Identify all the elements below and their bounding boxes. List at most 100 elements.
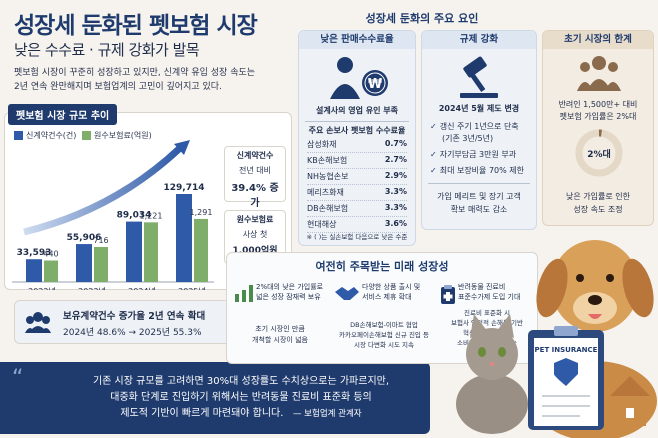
commission-note: ※ ( )는 실손보험 다음으로 낮은 수준: [306, 233, 408, 241]
future-item-3-a: 반려동물 진료비: [458, 283, 506, 291]
future-heading: 여전히 주목받는 미래 성장성: [315, 260, 449, 273]
quote-source: — 보험업계 관계자: [292, 409, 362, 419]
regulation-divider: [428, 183, 530, 184]
chart-tag: 펫보험 시장 규모 추이: [8, 104, 118, 125]
early-market-footer-2: 성장 속도 조정: [573, 205, 623, 214]
factors-heading: 성장세 둔화의 주요 요인: [365, 12, 479, 25]
quote-text: 기존 시장 규모를 고려하면 30%대 성장률도 수치상으로는 가파르지만, 대…: [56, 374, 426, 422]
retention-title: 보유계약건수 증가율 2년 연속 확대: [63, 311, 206, 322]
panel-regulation: 규제 강화 2024년 5월 제도 변경 ✓ 갱신 주기 1년으로 단축 (기존 …: [421, 30, 537, 230]
regulation-date: 2024년 5월 제도 변경: [438, 104, 520, 113]
new-contract-title: 신계약건수: [236, 151, 274, 160]
cat-eye-right: [498, 347, 506, 357]
bar-premium-label-3: 1,291: [190, 208, 213, 217]
commission-company: 현대해상: [307, 220, 337, 229]
bar-contracts-label-2: 89,034: [117, 211, 152, 221]
future-item-2-c: DB손해보험-이마트 협업: [350, 321, 418, 329]
bar-premium-0: [44, 260, 58, 282]
regulation-item-3-text: 최대 보장비율 70% 제한: [439, 166, 524, 175]
regulation-item-1-note: (기존 3년/5년): [442, 134, 494, 143]
people-icon: [25, 311, 51, 337]
intro-line-1: 펫보험 시장이 꾸준히 성장하고 있지만, 신계약 유입 성장 속도는: [14, 68, 256, 78]
panel-commission: 낮은 판매수수료율 ₩ 설계사의 영업 유인 부족 주요 손보사 펫보험 수수료…: [298, 30, 416, 246]
clipboard-icon: [441, 285, 455, 304]
regulation-item-3: ✓ 최대 보장비율 70% 제한: [430, 166, 524, 175]
dog-muzzle: [573, 292, 617, 324]
bar-contracts-label-3: 129,714: [164, 183, 205, 193]
regulation-item-1-text: 갱신 주기 1년으로 단축: [439, 122, 519, 131]
legend-label-1: 신계약건수(건): [26, 131, 77, 140]
regulation-item-2: ✓ 자기부담금 3만원 부과: [430, 150, 517, 159]
early-market-line-1: 반려인 1,500만+ 대비: [558, 100, 638, 109]
quote-open-icon: “: [12, 366, 24, 391]
legend-swatch-1: [14, 131, 23, 140]
legend-item-1: 신계약건수(건): [14, 130, 76, 141]
premium-line: 사상 첫: [242, 230, 268, 239]
legend-label-2: 원수보험료(억원): [94, 131, 152, 140]
regulation-item-1: ✓ 갱신 주기 1년으로 단축: [430, 122, 519, 131]
panel-early-market-head: 초기 시장의 한계: [543, 31, 653, 49]
commission-rate: 3.6%: [384, 219, 407, 228]
commission-row-2: NH농협손보 2.9%: [307, 169, 407, 185]
future-item-3-head: 반려동물 진료비 표준수가제 도입 기대: [458, 282, 520, 302]
legend-item-2: 원수보험료(억원): [82, 130, 152, 141]
bar-contracts-2: [126, 221, 142, 282]
intro-line-2: 2년 연속 완만해지며 보험업계의 고민이 깊어지고 있다.: [14, 82, 222, 92]
retention-line: 2024년 48.6% → 2025년 55.3%: [63, 328, 202, 338]
commission-row-0: 삼성화재 0.7%: [307, 137, 407, 153]
dog-head: [551, 240, 639, 332]
quote-box: “ 기존 시장 규모를 고려하면 30%대 성장률도 수치상으로는 가파르지만,…: [0, 362, 430, 434]
bar-premium-2: [144, 222, 158, 282]
premium-title: 원수보험료: [236, 215, 274, 224]
donut-label: 2%대: [587, 150, 611, 160]
cat-ear-right: [496, 314, 514, 338]
future-item-1-d: 개척할 시장이 넓음: [252, 336, 308, 344]
cat-body: [456, 374, 528, 434]
commission-caption: 설계사의 영업 유인 부족: [316, 106, 398, 115]
commission-rate: 0.7%: [384, 139, 407, 148]
gavel-icon: [460, 56, 498, 98]
commission-table: 삼성화재 0.7% KB손해보험 2.7% NH농협손보 2.9% 메리츠화재 3.3% DB손…: [307, 137, 407, 233]
dog-ear-right: [622, 258, 654, 318]
future-item-3-d: 보험사 안정적 손해율 기반: [451, 319, 523, 327]
dog-eye-left: [576, 274, 584, 282]
donut-arc: [575, 129, 623, 177]
bar-contracts-1: [76, 244, 92, 282]
future-item-3-b: 표준수가제 도입 기대: [458, 293, 521, 301]
commission-company: 메리츠화재: [307, 188, 344, 197]
panel-commission-head: 낮은 판매수수료율: [299, 31, 415, 49]
new-contract-line: 전년 대비: [239, 166, 271, 175]
bar-contracts-3: [176, 193, 192, 282]
handshake-icon: [335, 287, 359, 300]
new-contract-value: 39.4% 증가: [231, 183, 279, 209]
regulation-footer-2: 확보 매력도 감소: [450, 205, 508, 214]
regulation-footer-1: 가입 메리트 및 장기 고객: [437, 192, 521, 201]
future-item-1-a: 2%대의 낮은 가입률로: [256, 283, 324, 291]
future-item-1-b: 넓은 성장 잠재력 보유: [256, 293, 321, 301]
commission-row-4: DB손해보험 3.3%: [307, 201, 407, 217]
dog-nose: [588, 295, 602, 305]
commission-table-head: 주요 손보사 펫보험 수수료율: [308, 126, 406, 135]
future-item-1-c: 초기 시장인 만큼: [255, 325, 305, 333]
commission-row-5: 현대해상 3.6%: [307, 217, 407, 233]
dog-tongue: [588, 314, 602, 319]
commission-company: NH농협손보: [307, 172, 349, 181]
shield-icon: [554, 358, 578, 386]
future-item-1: 2%대의 낮은 가입률로 넓은 성장 잠재력 보유 초기 시장인 만큼 개척할 …: [230, 282, 330, 360]
quote-line-1: 기존 시장 규모를 고려하면 30%대 성장률도 수치상으로는 가파르지만,: [92, 376, 390, 387]
bar-premium-1: [94, 247, 108, 282]
house-roof: [610, 376, 650, 396]
future-item-2-head: 다양한 상품 출시 및 서비스 제휴 확대: [362, 282, 420, 302]
early-market-line-2: 펫보험 가입률은 2%대: [559, 112, 637, 121]
bar-premium-label-2: 1,221: [140, 211, 163, 220]
bar-contracts-label-1: 55,906: [67, 233, 102, 243]
bar-contracts-0: [26, 259, 42, 282]
x-tick-label-1: 2023년: [78, 286, 106, 290]
x-tick-label-2: 2024년: [128, 286, 156, 290]
house-window: [626, 408, 634, 418]
x-tick-label-0: 2022년: [28, 286, 56, 290]
cat-ear-left: [470, 314, 488, 338]
new-contract-box: 신계약건수 전년 대비 39.4% 증가: [224, 146, 286, 209]
dog-eye-right: [606, 274, 614, 282]
